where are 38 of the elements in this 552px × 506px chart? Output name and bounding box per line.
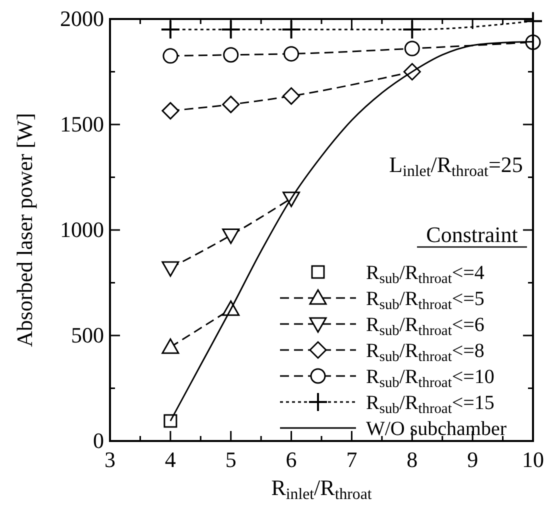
legend-title: Constraint [426,222,518,247]
legend-label: R$_{sub}$/R$_{throat}$<=8 [366,340,484,364]
x-tick-label: 5 [225,447,236,472]
x-tick-label: 10 [522,447,544,472]
point [222,96,240,114]
x-tick-label: 7 [346,447,358,472]
point [282,87,300,105]
point [222,228,240,244]
point [164,414,178,428]
x-tick-label: 3 [104,447,116,472]
x-tick-label: 8 [406,447,418,472]
point [220,20,241,40]
point [162,48,178,64]
y-axis-title: Absorbed laser power [W] [12,113,37,347]
y-tick-label: 1500 [60,112,104,136]
point [223,47,239,63]
annotation: L$_{inlet}$/R$_{throat}$=25 [389,152,523,180]
y-tick-label: 0 [93,428,104,453]
point [281,20,302,40]
legend-label: R$_{sub}$/R$_{throat}$<=10 [366,366,494,390]
x-tick-label: 6 [286,447,297,472]
point [402,20,422,40]
legend-label: W/O subchamber [366,418,507,440]
point [404,40,420,56]
y-tick-label: 1000 [60,217,104,242]
point [284,46,300,62]
legend-label: R$_{sub}$/R$_{throat}$<=4 [366,262,484,286]
point [160,20,180,40]
x-tick-label: 4 [164,447,176,472]
y-tick-label: 2000 [60,6,104,31]
x-axis-title: R$_{inlet}$/R$_{throat}$ [271,475,372,503]
point [162,261,180,277]
point [162,102,180,120]
legend-label: R$_{sub}$/R$_{throat}$<=6 [366,314,484,338]
x-tick-label: 9 [467,447,478,472]
y-tick-label: 500 [71,322,104,348]
legend-label: R$_{sub}$/R$_{throat}$<=5 [366,288,484,312]
legend-label: R$_{sub}$/R$_{throat}$<=15 [366,392,494,416]
